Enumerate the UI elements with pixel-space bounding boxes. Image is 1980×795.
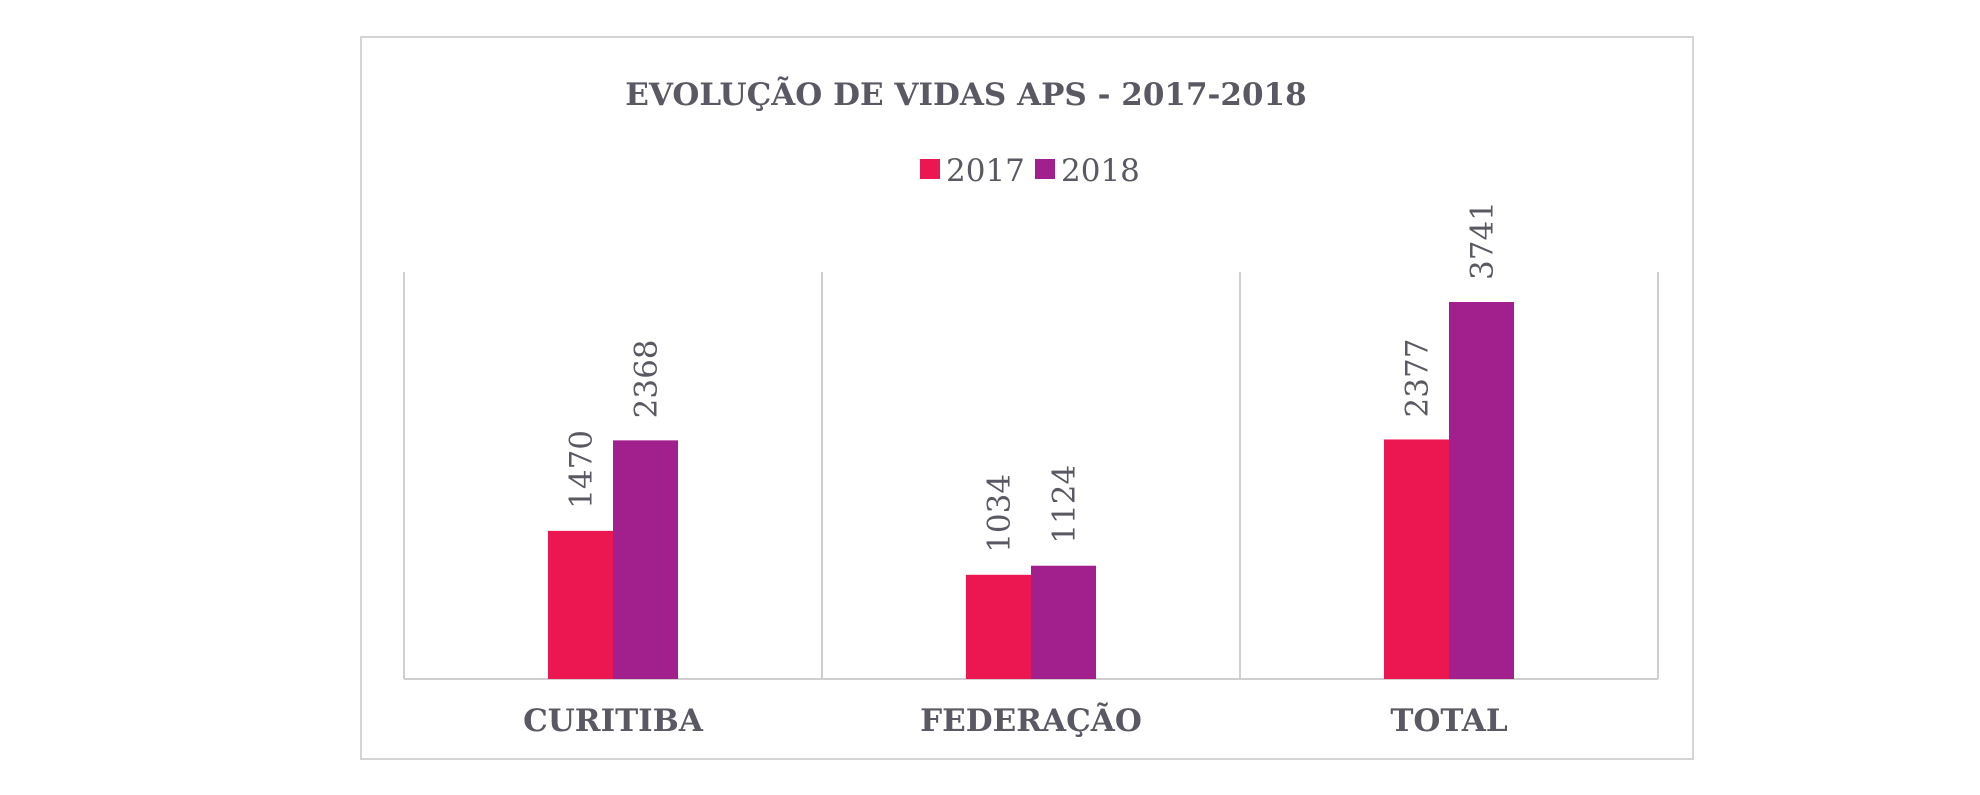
legend-swatch-2017: [920, 159, 940, 179]
bar-total-2017: [1384, 439, 1449, 679]
value-label-curitiba-2017: 1470: [564, 430, 600, 509]
bar-total-2018: [1449, 302, 1514, 679]
category-label-0: CURITIBA: [523, 703, 704, 739]
bar-chart: EVOLUÇÃO DE VIDAS APS - 2017-2018 2017 20…: [403, 75, 1659, 739]
bars: [548, 302, 1514, 679]
category-label-1: FEDERAÇÃO: [920, 701, 1142, 739]
bar-curitiba-2017: [548, 530, 613, 679]
value-label-federação-2017: 1034: [982, 474, 1018, 553]
bar-curitiba-2018: [613, 440, 678, 679]
category-labels: CURITIBA FEDERAÇÃO TOTAL: [523, 701, 1508, 739]
value-label-curitiba-2018: 2368: [629, 339, 665, 418]
category-label-2: TOTAL: [1390, 703, 1507, 739]
legend-label-2018: 2018: [1061, 153, 1140, 189]
legend: 2017 2018: [920, 153, 1140, 189]
chart-frame: EVOLUÇÃO DE VIDAS APS - 2017-2018 2017 20…: [360, 36, 1694, 760]
bar-federação-2017: [966, 574, 1031, 679]
value-label-total-2018: 3741: [1465, 201, 1501, 280]
legend-label-2017: 2017: [946, 153, 1025, 189]
bar-federação-2018: [1031, 565, 1096, 679]
legend-swatch-2018: [1035, 159, 1055, 179]
chart-title: EVOLUÇÃO DE VIDAS APS - 2017-2018: [625, 75, 1306, 113]
value-labels: 1470 2368 1034 1124 2377 3741: [564, 201, 1501, 553]
value-label-total-2017: 2377: [1400, 339, 1436, 418]
value-label-federação-2018: 1124: [1047, 465, 1083, 544]
